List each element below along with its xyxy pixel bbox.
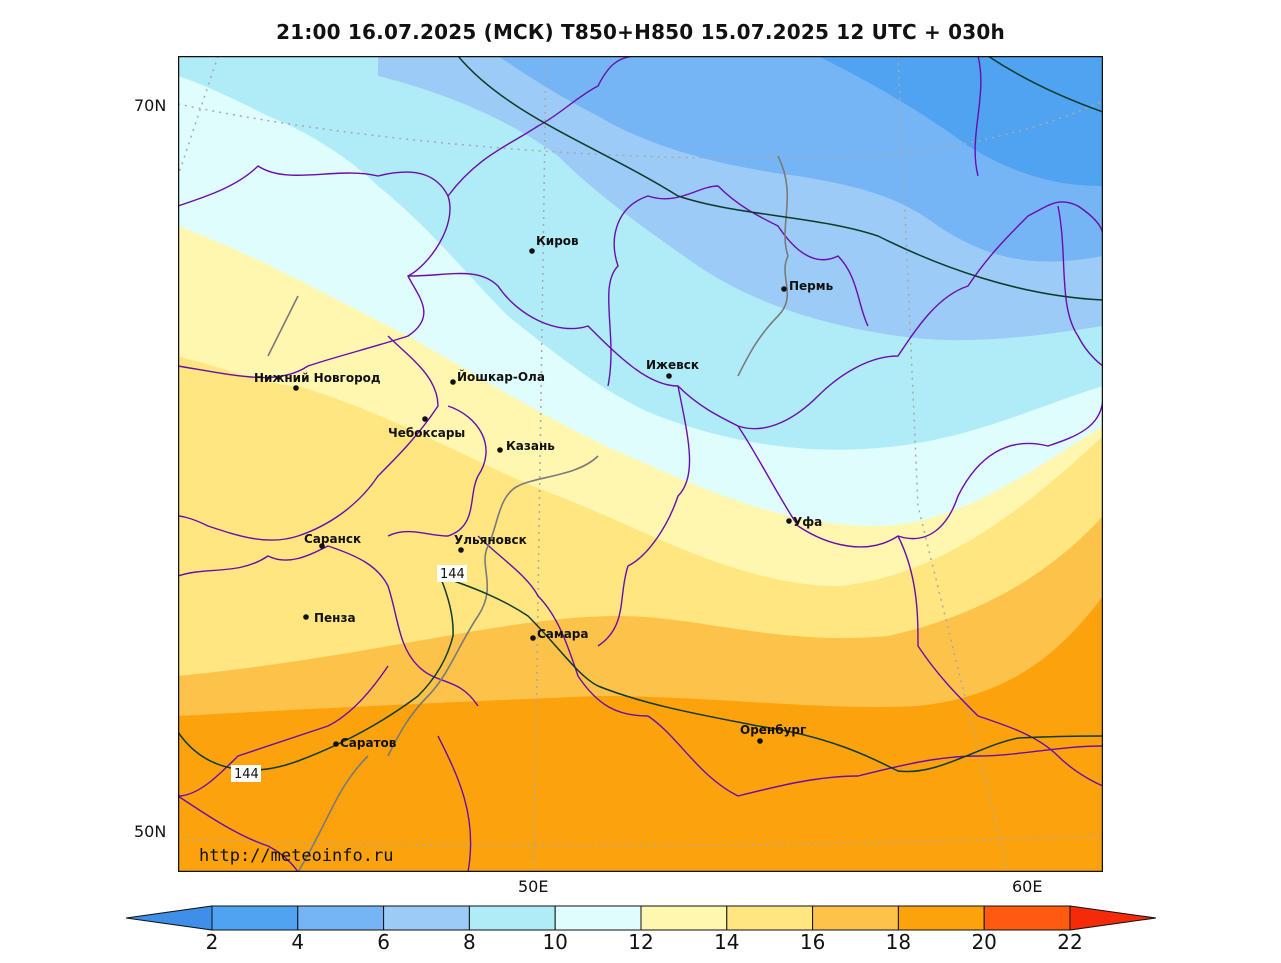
- colorbar-segment: [983, 905, 1071, 931]
- svg-text:Киров: Киров: [536, 234, 579, 248]
- colorbar-segment: [297, 905, 385, 931]
- graticule: [178, 56, 1103, 872]
- svg-text:Оренбург: Оренбург: [740, 723, 806, 737]
- city-izhevsk: Ижевск: [646, 358, 699, 379]
- lon-label-50e: 50E: [518, 877, 549, 896]
- watermark-url: http://meteoinfo.ru: [199, 846, 393, 866]
- city-saransk: Саранск: [304, 532, 361, 549]
- geopotential-contours: [178, 56, 1103, 773]
- colorbar-tick-label: 2: [205, 930, 219, 954]
- band-4-6: [818, 56, 1103, 186]
- svg-text:Ульяновск: Ульяновск: [454, 533, 527, 547]
- svg-text:144: 144: [440, 567, 465, 582]
- region-borders: [178, 56, 1103, 872]
- lon-label-60e: 60E: [1012, 877, 1043, 896]
- contour-label-1: 144: [437, 565, 467, 582]
- svg-text:Пермь: Пермь: [789, 279, 834, 293]
- svg-text:Самара: Самара: [537, 627, 589, 641]
- svg-text:Йошкар-Ола: Йошкар-Ола: [457, 369, 545, 384]
- city-markers: Киров Пермь Нижний Новгород Йошкар-Ола И…: [254, 234, 834, 750]
- map-title: 21:00 16.07.2025 (МСК) T850+H850 15.07.2…: [276, 20, 1005, 44]
- colorbar-tick-label: 18: [885, 930, 912, 954]
- city-nizhny-novgorod: Нижний Новгород: [254, 371, 381, 391]
- temperature-colorbar: [125, 904, 1157, 932]
- svg-text:Саратов: Саратов: [340, 736, 397, 750]
- city-yoshkar-ola: Йошкар-Ола: [450, 369, 545, 385]
- city-kazan: Казань: [497, 439, 555, 453]
- city-ulyanovsk: Ульяновск: [454, 533, 527, 553]
- colorbar-tick-label: 8: [463, 930, 476, 954]
- contour-label-2: 144: [231, 765, 261, 782]
- city-orenburg: Оренбург: [740, 723, 806, 744]
- colorbar-segment: [726, 905, 814, 931]
- colorbar-low-arrow: [125, 905, 213, 931]
- colorbar-segment: [468, 905, 556, 931]
- map-frame: [178, 56, 1103, 872]
- colorbar-tick-label: 14: [714, 930, 740, 954]
- lat-label-70n: 70N: [134, 96, 167, 115]
- svg-text:144: 144: [234, 767, 259, 782]
- colorbar-tick-label: 10: [542, 930, 568, 954]
- city-kirov: Киров: [529, 234, 579, 254]
- svg-text:Нижний Новгород: Нижний Новгород: [254, 371, 381, 385]
- colorbar-segment: [640, 905, 728, 931]
- colorbar-segment: [897, 905, 985, 931]
- city-cheboksary: Чебоксары: [388, 416, 465, 440]
- city-saratov: Саратов: [333, 736, 397, 750]
- colorbar-tick-label: 22: [1057, 930, 1083, 954]
- svg-text:Саранск: Саранск: [304, 532, 361, 546]
- svg-text:Пенза: Пенза: [314, 611, 356, 625]
- svg-text:Чебоксары: Чебоксары: [388, 426, 465, 440]
- colorbar-tick-label: 12: [628, 930, 654, 954]
- colorbar-segment: [554, 905, 642, 931]
- city-ufa: Уфа: [786, 515, 822, 529]
- colorbar-tick-label: 4: [291, 930, 305, 954]
- band-warm-pocket-left: [178, 306, 298, 386]
- colorbar-tick-label: 16: [799, 930, 826, 954]
- svg-text:Ижевск: Ижевск: [646, 358, 699, 372]
- temperature-map[interactable]: Киров Пермь Нижний Новгород Йошкар-Ола И…: [178, 56, 1103, 872]
- colorbar-segment: [812, 905, 899, 931]
- colorbar-tick-label: 6: [377, 930, 390, 954]
- svg-text:Уфа: Уфа: [793, 515, 822, 529]
- lat-label-50n: 50N: [134, 822, 167, 841]
- city-samara: Самара: [530, 627, 589, 641]
- colorbar-high-arrow: [1069, 905, 1157, 931]
- rivers: [267, 155, 789, 872]
- colorbar-segment: [211, 905, 299, 931]
- city-perm: Пермь: [781, 279, 834, 293]
- svg-text:Казань: Казань: [506, 439, 555, 453]
- city-penza: Пенза: [303, 611, 356, 625]
- colorbar-segment: [383, 905, 470, 931]
- colorbar-tick-label: 20: [971, 930, 997, 954]
